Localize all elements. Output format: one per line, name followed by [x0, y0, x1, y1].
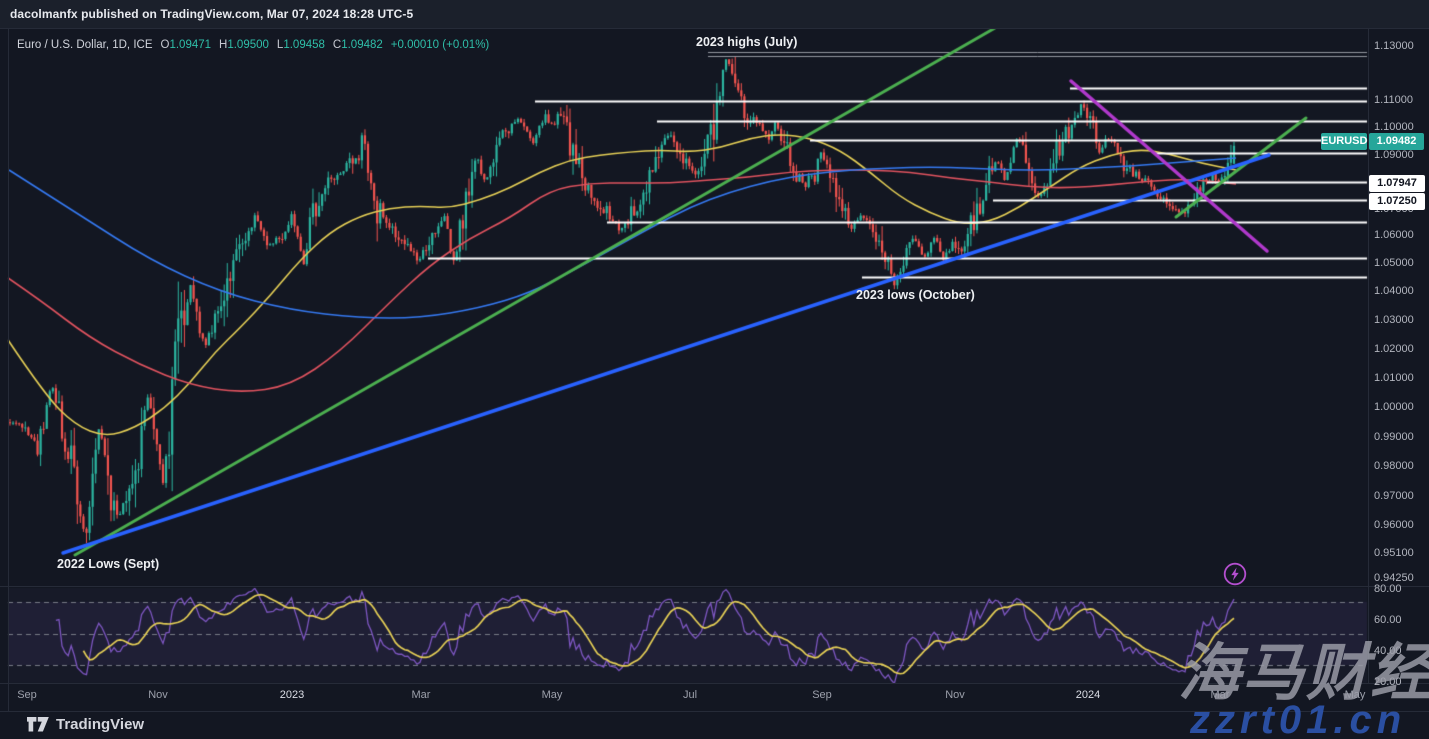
- tradingview-brand-text: TradingView: [56, 716, 145, 733]
- price-axis-label: 0.99000: [1374, 431, 1414, 443]
- low-label: L: [276, 39, 284, 51]
- price-axis-label: 0.96000: [1374, 519, 1414, 531]
- time-axis-label: May: [1344, 689, 1366, 701]
- time-axis-label: 2023: [279, 689, 305, 701]
- close-value: 1.09482: [341, 39, 383, 51]
- pane-left-border: [8, 29, 9, 711]
- price-axis-label: 1.04000: [1374, 285, 1414, 297]
- price-axis-label: 1.09000: [1374, 149, 1414, 161]
- price-level-badge[interactable]: 1.07947: [1369, 174, 1425, 192]
- time-axis-label: Nov: [148, 689, 168, 701]
- price-axis-label: 1.03000: [1374, 314, 1414, 326]
- price-axis-label: 0.98000: [1374, 460, 1414, 472]
- time-axis-border: [0, 683, 1429, 684]
- close-label: C: [332, 39, 342, 51]
- time-axis-label: Sep: [17, 689, 37, 701]
- annotation-2022-lows: 2022 Lows (Sept): [57, 557, 160, 571]
- price-axis-label: 0.97000: [1374, 490, 1414, 502]
- time-axis-label: May: [541, 689, 563, 701]
- price-level-badge[interactable]: 1.07250: [1369, 192, 1425, 210]
- publication-info: dacolmanfx published on TradingView.com,…: [10, 7, 414, 21]
- price-axis-border[interactable]: [1368, 29, 1369, 683]
- price-axis-label: 0.95100: [1374, 547, 1414, 559]
- lightning-icon: [1223, 562, 1247, 586]
- annotation-2023-lows: 2023 lows (October): [856, 288, 975, 302]
- tradingview-attribution[interactable]: TradingView: [27, 716, 144, 733]
- topbar-divider: [0, 28, 1429, 29]
- indicator-axis-label: 80.00: [1374, 583, 1402, 595]
- price-axis-label: 1.00000: [1374, 401, 1414, 413]
- high-label: H: [219, 39, 228, 51]
- watermark-site-url: zzrt01.cn: [1190, 698, 1407, 739]
- price-axis-label: 1.02000: [1374, 343, 1414, 355]
- symbol-legend[interactable]: Euro / U.S. Dollar, 1D, ICE O1.09471 H1.09…: [17, 39, 489, 51]
- time-axis-label: Jul: [682, 689, 698, 701]
- indicator-axis-label: 60.00: [1374, 614, 1402, 626]
- time-axis-label: 2024: [1075, 689, 1101, 701]
- price-axis-label: 0.94250: [1374, 572, 1414, 584]
- price-axis-label: 1.01000: [1374, 372, 1414, 384]
- time-axis-label: Sep: [812, 689, 832, 701]
- publication-topbar: dacolmanfx published on TradingView.com,…: [0, 0, 1429, 28]
- change-value: +0.00010 (+0.01%): [390, 39, 490, 51]
- low-value: 1.09458: [283, 39, 325, 51]
- annotation-2023-highs: 2023 highs (July): [696, 35, 798, 49]
- indicator-axis-label: 40.00: [1374, 645, 1402, 657]
- open-value: 1.09471: [169, 39, 212, 51]
- symbol-price-label: EURUSD: [1321, 133, 1367, 150]
- indicator-axis-label: 20.00: [1374, 676, 1402, 688]
- widget-bottom-border: [0, 711, 1429, 712]
- boost-lightning-button[interactable]: [1222, 561, 1248, 587]
- symbol-title: Euro / U.S. Dollar, 1D, ICE: [17, 39, 153, 51]
- price-axis-label: 1.10000: [1374, 121, 1414, 133]
- open-label: O: [160, 39, 170, 51]
- time-axis-label: Mar: [1210, 689, 1230, 701]
- time-axis-label: Mar: [411, 689, 431, 701]
- price-axis-label: 1.13000: [1374, 40, 1414, 52]
- time-axis-label: Nov: [945, 689, 965, 701]
- watermark-site-name: 海马财经: [1178, 636, 1429, 709]
- price-axis-label: 1.06000: [1374, 229, 1414, 241]
- high-value: 1.09500: [227, 39, 269, 51]
- last-price-badge: 1.09482: [1369, 133, 1424, 150]
- pane-separator[interactable]: [0, 586, 1429, 587]
- price-axis-label: 1.11000: [1374, 94, 1413, 106]
- tradingview-logo-icon: [27, 717, 49, 732]
- price-axis-label: 1.05000: [1374, 257, 1414, 269]
